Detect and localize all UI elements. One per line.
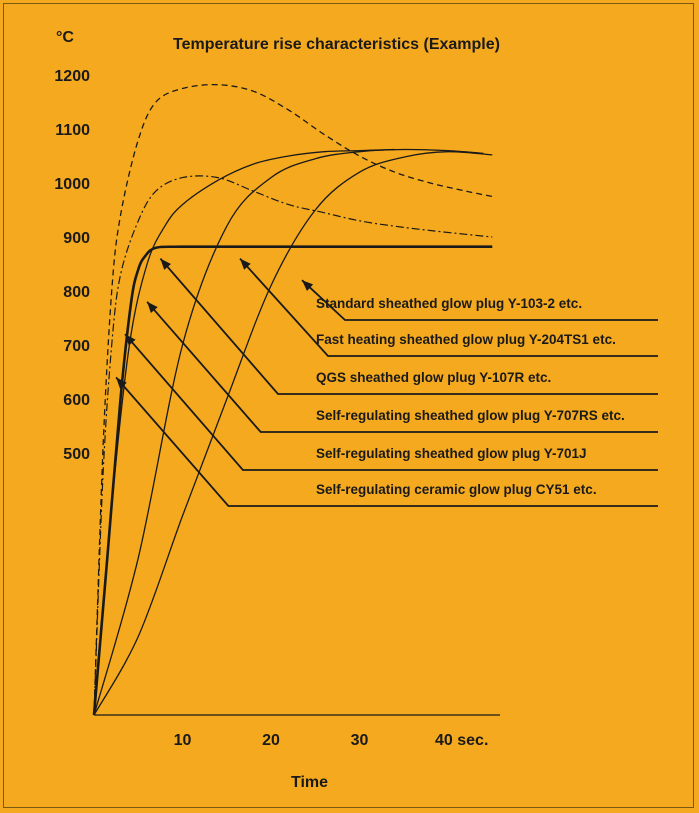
y-unit-label: °C (56, 29, 74, 46)
series-label-text: Self-regulating sheathed glow plug Y-701… (316, 446, 587, 461)
series-label-text: Self-regulating sheathed glow plug Y-707… (316, 408, 625, 423)
series-label-4: Self-regulating sheathed glow plug Y-707… (146, 301, 658, 433)
y-tick-label: 900 (63, 230, 90, 247)
series-leader-line (159, 258, 658, 395)
y-tick-label: 1000 (54, 176, 90, 193)
y-axis-ticks: 1200 1100 1000 900 800 700 600 500 (54, 68, 90, 463)
x-tick-label: 40 sec. (435, 732, 488, 749)
series-label-2: Fast heating sheathed glow plug Y-204TS1… (239, 257, 658, 357)
series-arrowhead (302, 280, 314, 291)
series-arrowhead (160, 258, 171, 270)
chart-frame (3, 3, 694, 808)
series-label-text: Standard sheathed glow plug Y-103-2 etc. (316, 296, 582, 311)
series-leader-line (115, 376, 658, 507)
series-arrowhead (125, 334, 136, 346)
series-leader-line (301, 279, 658, 321)
y-tick-label: 700 (63, 338, 90, 355)
series-line-4 (93, 83, 493, 716)
x-axis-label: Time (291, 774, 328, 791)
y-tick-label: 600 (63, 392, 90, 409)
series-line-6 (92, 245, 493, 716)
y-tick-label: 1200 (54, 68, 90, 85)
series-arrowhead (240, 258, 251, 270)
series-lines (92, 83, 493, 716)
series-labels: Standard sheathed glow plug Y-103-2 etc.… (115, 257, 658, 507)
series-leader-line (124, 333, 658, 471)
series-label-text: Fast heating sheathed glow plug Y-204TS1… (316, 332, 616, 347)
series-line-5 (93, 175, 493, 716)
series-label-text: Self-regulating ceramic glow plug CY51 e… (316, 482, 597, 497)
series-line-1 (93, 151, 493, 716)
series-leader-line (239, 257, 658, 357)
series-label-6: Self-regulating ceramic glow plug CY51 e… (115, 376, 658, 507)
chart-title: Temperature rise characteristics (Exampl… (173, 36, 500, 53)
series-label-1: Standard sheathed glow plug Y-103-2 etc. (301, 279, 658, 321)
x-tick-label: 10 (174, 732, 192, 749)
series-line-2 (93, 148, 484, 716)
x-tick-label: 30 (351, 732, 369, 749)
series-arrowhead (147, 301, 158, 313)
y-tick-label: 1100 (55, 122, 90, 139)
series-label-5: Self-regulating sheathed glow plug Y-701… (124, 333, 658, 471)
series-arrowhead (116, 377, 127, 389)
y-tick-label: 500 (63, 446, 90, 463)
x-tick-label: 20 (262, 732, 280, 749)
series-label-3: QGS sheathed glow plug Y-107R etc. (159, 258, 658, 395)
x-axis-ticks: 10 20 30 40 sec. (174, 732, 489, 749)
series-leader-line (146, 301, 658, 433)
series-label-text: QGS sheathed glow plug Y-107R etc. (316, 370, 551, 385)
y-tick-label: 800 (63, 284, 90, 301)
